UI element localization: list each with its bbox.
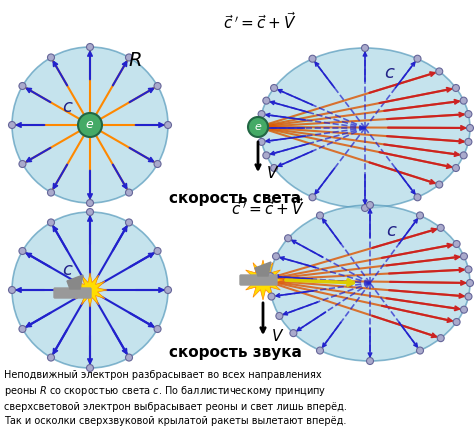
Text: скорость света: скорость света xyxy=(169,190,301,205)
Circle shape xyxy=(453,318,460,326)
Circle shape xyxy=(12,47,168,203)
Circle shape xyxy=(366,202,374,208)
Polygon shape xyxy=(255,262,271,276)
Circle shape xyxy=(19,248,26,254)
Circle shape xyxy=(47,219,55,226)
Circle shape xyxy=(466,124,474,132)
Circle shape xyxy=(271,85,278,91)
Text: $e$: $e$ xyxy=(254,122,262,132)
Circle shape xyxy=(417,347,423,354)
Polygon shape xyxy=(67,275,83,289)
Circle shape xyxy=(465,266,472,273)
Ellipse shape xyxy=(260,48,470,208)
Text: $V$: $V$ xyxy=(271,328,284,344)
Ellipse shape xyxy=(270,205,470,361)
Circle shape xyxy=(86,43,93,51)
FancyBboxPatch shape xyxy=(54,288,91,298)
Circle shape xyxy=(317,347,323,354)
Circle shape xyxy=(258,139,265,145)
Circle shape xyxy=(126,219,133,226)
Circle shape xyxy=(154,82,161,90)
Circle shape xyxy=(154,248,161,254)
Circle shape xyxy=(47,189,55,196)
Circle shape xyxy=(465,139,472,145)
FancyBboxPatch shape xyxy=(240,275,277,285)
Circle shape xyxy=(460,152,467,159)
Circle shape xyxy=(466,280,474,287)
Circle shape xyxy=(86,208,93,215)
Circle shape xyxy=(465,293,472,300)
Circle shape xyxy=(263,97,270,104)
Circle shape xyxy=(362,45,368,51)
Circle shape xyxy=(19,82,26,90)
Circle shape xyxy=(47,354,55,361)
Circle shape xyxy=(436,181,443,188)
Circle shape xyxy=(126,189,133,196)
Circle shape xyxy=(271,164,278,172)
Circle shape xyxy=(267,273,274,280)
Circle shape xyxy=(263,152,270,159)
Circle shape xyxy=(317,212,323,219)
Text: $\vec{c}\,'=\vec{c}+\vec{V}$: $\vec{c}\,'=\vec{c}+\vec{V}$ xyxy=(231,197,305,218)
Circle shape xyxy=(164,287,172,293)
Circle shape xyxy=(309,55,316,62)
Circle shape xyxy=(460,306,467,313)
Text: $e$: $e$ xyxy=(85,118,95,132)
Circle shape xyxy=(19,326,26,332)
Text: $R$: $R$ xyxy=(128,51,142,69)
Text: $c$: $c$ xyxy=(386,222,398,240)
Circle shape xyxy=(19,160,26,167)
Circle shape xyxy=(414,194,421,201)
Circle shape xyxy=(9,287,16,293)
Circle shape xyxy=(12,212,168,368)
Circle shape xyxy=(414,55,421,62)
Text: $c$: $c$ xyxy=(384,64,396,82)
Circle shape xyxy=(164,121,172,129)
Circle shape xyxy=(258,111,265,118)
Circle shape xyxy=(248,117,268,137)
Circle shape xyxy=(268,293,275,300)
Circle shape xyxy=(362,205,368,211)
Text: $\vec{c}\,'=\vec{c}+\vec{V}$: $\vec{c}\,'=\vec{c}+\vec{V}$ xyxy=(223,12,297,33)
Polygon shape xyxy=(243,260,283,300)
Circle shape xyxy=(465,111,472,118)
Circle shape xyxy=(256,124,264,132)
Text: $c$: $c$ xyxy=(62,261,74,279)
Circle shape xyxy=(284,235,292,242)
Text: скорость звука: скорость звука xyxy=(169,344,301,360)
Polygon shape xyxy=(73,273,107,307)
Circle shape xyxy=(460,253,467,260)
Circle shape xyxy=(437,224,444,231)
Text: $V$: $V$ xyxy=(266,165,279,181)
Circle shape xyxy=(154,160,161,167)
Circle shape xyxy=(273,253,280,260)
Circle shape xyxy=(452,164,459,172)
Circle shape xyxy=(417,212,423,219)
Circle shape xyxy=(437,335,444,341)
Circle shape xyxy=(309,194,316,201)
Circle shape xyxy=(276,312,283,320)
Circle shape xyxy=(452,85,459,91)
Circle shape xyxy=(9,121,16,129)
Text: $c$: $c$ xyxy=(62,98,74,116)
Circle shape xyxy=(126,354,133,361)
Circle shape xyxy=(86,365,93,372)
Circle shape xyxy=(126,54,133,61)
Circle shape xyxy=(453,241,460,248)
Circle shape xyxy=(366,357,374,365)
Circle shape xyxy=(436,68,443,75)
Circle shape xyxy=(86,199,93,206)
Circle shape xyxy=(290,329,297,337)
Text: Неподвижный электрон разбрасывает во всех направлениях
реоны $R$ со скоростью св: Неподвижный электрон разбрасывает во все… xyxy=(4,370,347,426)
Circle shape xyxy=(47,54,55,61)
Circle shape xyxy=(154,326,161,332)
Circle shape xyxy=(78,113,102,137)
Circle shape xyxy=(460,97,467,104)
